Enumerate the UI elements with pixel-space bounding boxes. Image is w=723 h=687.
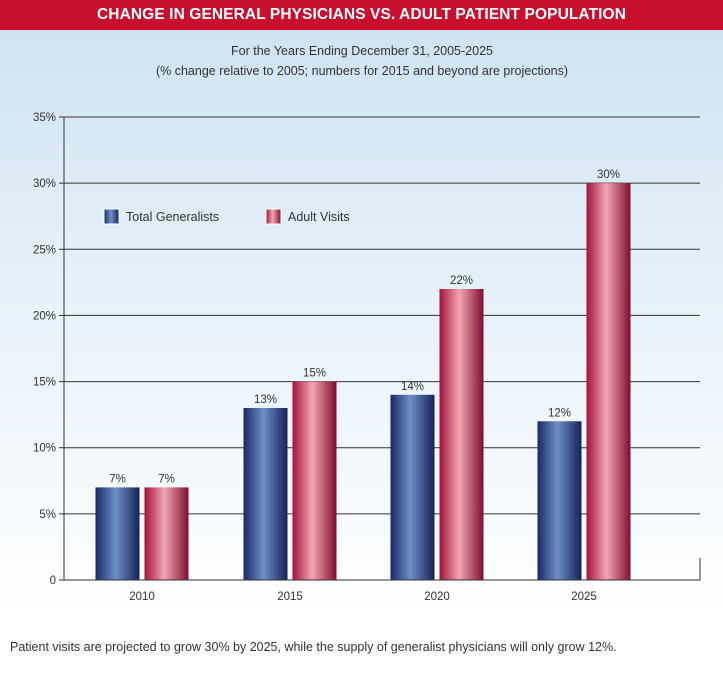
y-tick-label: 20%: [33, 310, 56, 322]
chart-subtitle: For the Years Ending December 31, 2005-2…: [231, 44, 493, 58]
y-tick-label: 15%: [33, 377, 56, 389]
data-label-visits-2025: 30%: [597, 169, 620, 181]
chart-subtitle-note: (% change relative to 2005; numbers for …: [156, 64, 568, 78]
x-tick-label: 2020: [424, 591, 450, 603]
x-tick-label: 2015: [277, 591, 303, 603]
y-tick-label: 10%: [33, 443, 56, 455]
footnote: Patient visits are projected to grow 30%…: [10, 640, 617, 654]
legend-label-visits: Adult Visits: [288, 210, 350, 224]
bar-visits-2015: [292, 381, 337, 580]
data-label-visits-2015: 15%: [303, 368, 326, 380]
data-label-visits-2010: 7%: [158, 473, 175, 485]
bar-visits-2010: [144, 487, 189, 580]
y-tick-label: 35%: [33, 112, 56, 124]
bar-generalists-2025: [537, 421, 582, 580]
data-label-generalists-2015: 13%: [254, 394, 277, 406]
title-banner: CHANGE IN GENERAL PHYSICIANS VS. ADULT P…: [0, 0, 723, 30]
data-label-generalists-2025: 12%: [548, 407, 571, 419]
bar-generalists-2010: [95, 487, 140, 580]
x-axis-ticks: 2010 2015 2020 2025: [129, 591, 597, 603]
x-tick-label: 2010: [129, 591, 155, 603]
legend-swatch-generalists: [103, 208, 120, 225]
legend-swatch-visits: [265, 208, 282, 225]
data-label-visits-2020: 22%: [450, 275, 473, 287]
y-tick-label: 0: [50, 575, 56, 587]
bars: 7% 7% 13% 15% 14% 22% 12% 30%: [95, 169, 631, 580]
legend-label-generalists: Total Generalists: [126, 210, 219, 224]
bar-chart: For the Years Ending December 31, 2005-2…: [33, 44, 701, 603]
y-axis-ticks: 0 5% 10% 15% 20% 25% 30% 35%: [33, 112, 64, 587]
data-label-generalists-2020: 14%: [401, 381, 424, 393]
x-tick-label: 2025: [571, 591, 597, 603]
bar-visits-2020: [439, 288, 484, 580]
data-label-generalists-2010: 7%: [109, 473, 126, 485]
chart-title: CHANGE IN GENERAL PHYSICIANS VS. ADULT P…: [97, 6, 626, 23]
legend: Total Generalists Adult Visits: [103, 208, 350, 225]
y-tick-label: 30%: [33, 178, 56, 190]
y-tick-label: 5%: [39, 509, 56, 521]
bar-generalists-2015: [243, 408, 288, 580]
bar-visits-2025: [586, 183, 631, 580]
y-tick-label: 25%: [33, 244, 56, 256]
bar-generalists-2020: [390, 394, 435, 580]
